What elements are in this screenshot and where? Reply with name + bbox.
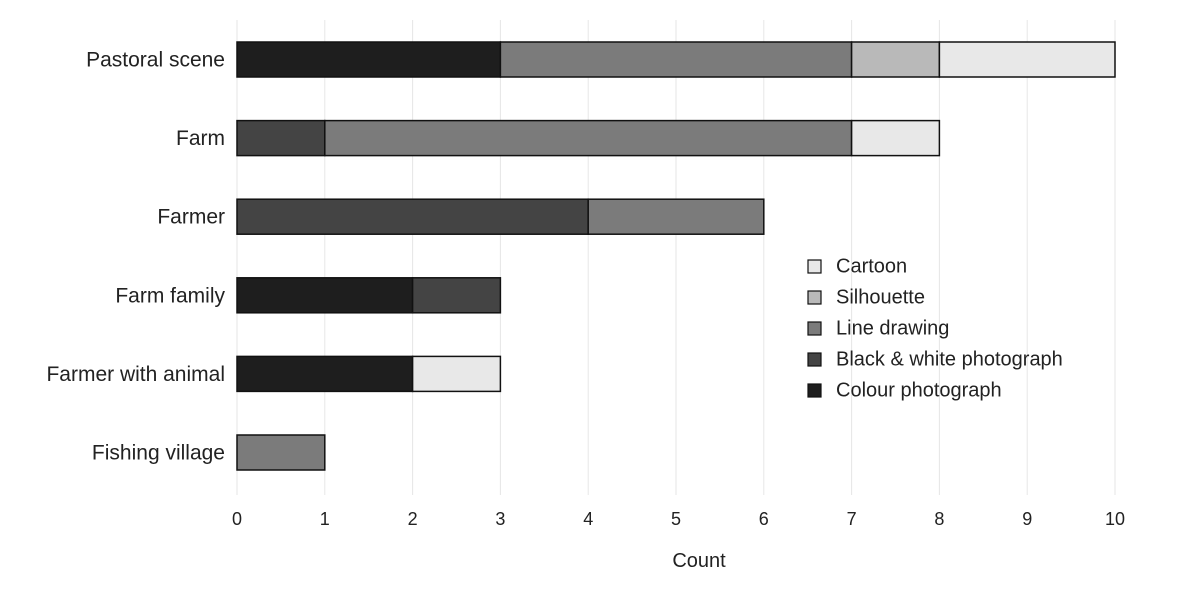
x-axis: 0 1 2 3 4 5 6 7 8 9 10 (232, 509, 1125, 529)
x-tick-label-8: 8 (934, 509, 944, 529)
bar-pastoral-scene-cartoon (938, 41, 1116, 78)
y-axis: Pastoral scene Farm Farmer Farm family Farme… (46, 49, 225, 465)
y-category-label-farm: Farm (176, 127, 225, 150)
bar-pastoral-scene-silhouette (850, 41, 941, 78)
bar-farmer-line-drawing (587, 198, 765, 235)
legend-swatch-colour-photograph (807, 383, 822, 398)
y-category-label-farmer: Farmer (157, 206, 225, 229)
x-axis-title: Count (672, 550, 726, 572)
legend-swatch-silhouette (807, 290, 822, 305)
x-tick-label-7: 7 (847, 509, 857, 529)
x-tick-label-0: 0 (232, 509, 242, 529)
y-category-label-farmer-with-animal: Farmer with animal (46, 363, 225, 386)
legend: Cartoon Silhouette Line drawing Black & whi… (807, 256, 1063, 402)
y-category-label-pastoral-scene: Pastoral scene (86, 49, 225, 72)
bar-farm-family-black-and-white-photograph (411, 277, 502, 314)
x-tick-label-4: 4 (583, 509, 593, 529)
y-category-label-farm-family: Farm family (115, 284, 225, 307)
bar-pastoral-scene-line-drawing (499, 41, 853, 78)
bar-farm-cartoon (850, 119, 941, 157)
bar-farm-black-and-white-photograph (236, 119, 326, 157)
x-tick-label-9: 9 (1022, 509, 1032, 529)
legend-label-line-drawing: Line drawing (836, 318, 949, 340)
bar-farmer-black-and-white-photograph (236, 198, 589, 235)
bar-farmer-with-animal-colour-photograph (236, 355, 414, 393)
bar-layer (236, 41, 1116, 471)
x-tick-label-2: 2 (408, 509, 418, 529)
legend-swatch-black-and-white-photograph (807, 352, 822, 367)
bar-farmer-with-animal-cartoon (411, 355, 502, 393)
bar-farm-family-colour-photograph (236, 277, 414, 314)
x-tick-label-10: 10 (1105, 509, 1125, 529)
x-tick-label-3: 3 (495, 509, 505, 529)
bar-fishing-village-line-drawing (236, 434, 326, 471)
legend-swatch-cartoon (807, 259, 822, 274)
legend-label-black-and-white-photograph: Black & white photograph (836, 349, 1063, 371)
legend-label-cartoon: Cartoon (836, 256, 907, 278)
legend-label-silhouette: Silhouette (836, 287, 925, 309)
x-tick-label-1: 1 (320, 509, 330, 529)
legend-label-colour-photograph: Colour photograph (836, 380, 1002, 402)
x-tick-label-5: 5 (671, 509, 681, 529)
y-category-label-fishing-village: Fishing village (92, 442, 225, 465)
bar-pastoral-scene-colour-photograph (236, 41, 502, 78)
bar-farm-line-drawing (324, 119, 853, 157)
legend-swatch-line-drawing (807, 321, 822, 336)
x-tick-label-6: 6 (759, 509, 769, 529)
grid-layer (236, 20, 1116, 495)
